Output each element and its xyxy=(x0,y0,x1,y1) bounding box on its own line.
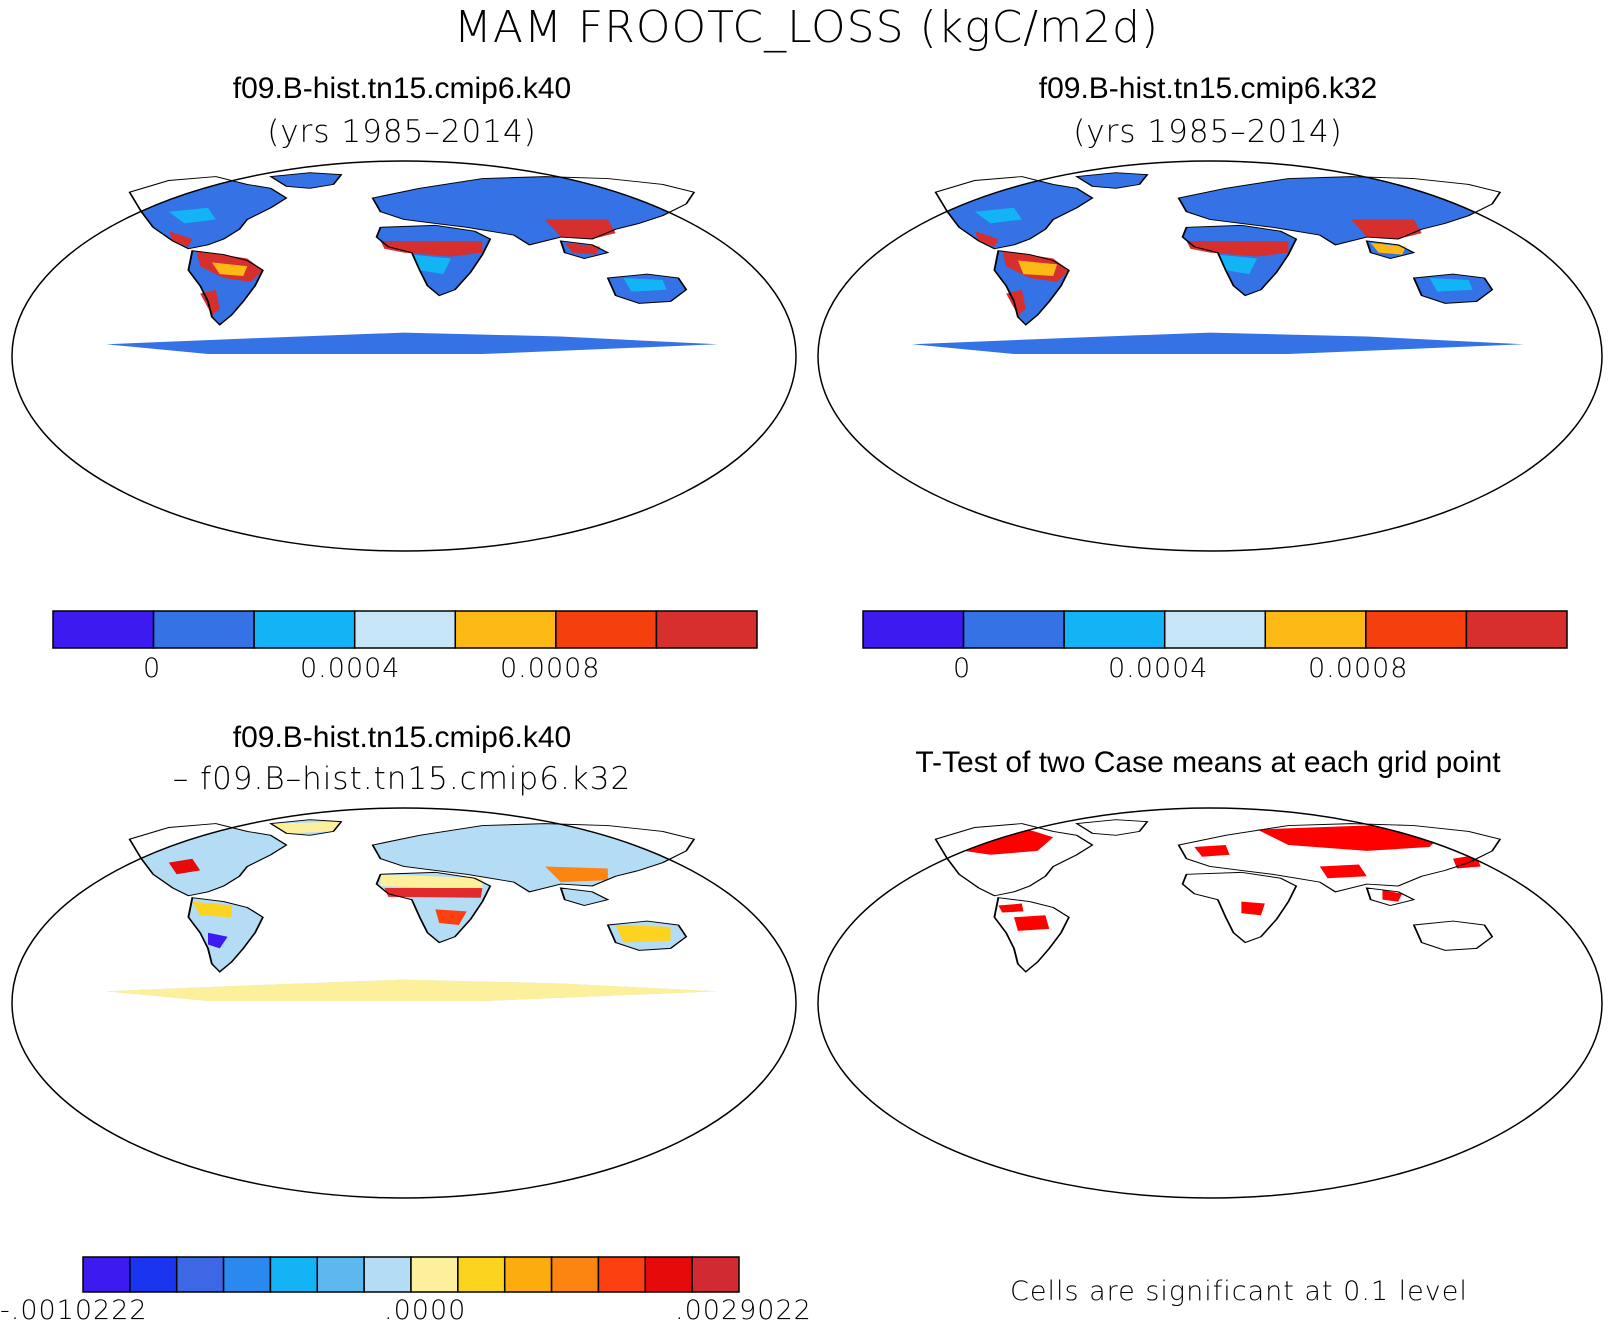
colorbar-abs-2-swatch-4 xyxy=(1264,610,1367,649)
significant-cells xyxy=(943,825,1481,931)
ttest-note: Cells are significant at 0.1 level xyxy=(1010,1276,1468,1307)
colorbar-abs-2-swatch-3 xyxy=(1163,610,1267,649)
colorbar-diff xyxy=(82,1256,740,1293)
colorbar-abs-1-swatch-1 xyxy=(152,610,255,649)
map-border xyxy=(11,807,797,1199)
colorbar-diff-swatch-2 xyxy=(175,1256,225,1293)
colorbar-abs-1-swatch-0 xyxy=(52,610,155,649)
colorbar-abs-2 xyxy=(862,610,1568,649)
map-panel-ttest xyxy=(817,807,1603,1199)
colorbar-diff-swatch-5 xyxy=(316,1256,365,1293)
tropical-bands xyxy=(168,207,667,316)
panel1-subtitle: (yrs 1985–2014) xyxy=(267,114,537,150)
colorbar-diff-swatch-9 xyxy=(503,1256,553,1293)
main-title: MAM FROOTC_LOSS (kgC/m2d) xyxy=(453,2,1160,53)
cbar1-tick-0: 0 xyxy=(143,653,162,684)
colorbar-diff-swatch-7 xyxy=(410,1256,459,1293)
panel1-title: f09.B-hist.tn15.cmip6.k40 xyxy=(232,72,572,105)
map-border xyxy=(817,807,1603,1199)
colorbar-abs-2-swatch-2 xyxy=(1063,610,1166,649)
colorbar-diff-swatch-4 xyxy=(269,1256,319,1293)
panel2-subtitle: (yrs 1985–2014) xyxy=(1073,114,1343,150)
colorbar-diff-swatch-0 xyxy=(82,1256,131,1293)
cbar1-tick-2: 0.0008 xyxy=(500,653,601,684)
map-panel-difference xyxy=(11,807,797,1199)
colorbar-abs-2-swatch-0 xyxy=(862,610,965,649)
map-border xyxy=(817,160,1603,552)
cbar3-tick-0: -.0010222 xyxy=(0,1295,148,1326)
colorbar-abs-2-swatch-6 xyxy=(1465,610,1568,649)
panel3-title: f09.B-hist.tn15.cmip6.k40 xyxy=(232,721,572,754)
colorbar-abs-1-swatch-3 xyxy=(353,610,457,649)
colorbar-diff-swatch-12 xyxy=(644,1256,693,1293)
land-fill xyxy=(912,172,1524,355)
map-panel-k40 xyxy=(11,160,797,552)
panel2-title: f09.B-hist.tn15.cmip6.k32 xyxy=(1038,72,1378,105)
map-panel-k32 xyxy=(817,160,1603,552)
colorbar-diff-swatch-6 xyxy=(363,1256,412,1293)
colorbar-abs-1-swatch-2 xyxy=(253,610,356,649)
colorbar-diff-swatch-13 xyxy=(691,1256,740,1293)
colorbar-diff-swatch-8 xyxy=(457,1256,506,1293)
colorbar-abs-1-swatch-5 xyxy=(555,610,658,649)
colorbar-abs-1-swatch-4 xyxy=(454,610,557,649)
cbar3-tick-1: .0000 xyxy=(384,1295,467,1326)
colorbar-diff-swatch-1 xyxy=(129,1256,178,1293)
panel3-subtitle: – f09.B–hist.tn15.cmip6.k32 xyxy=(172,761,632,797)
land-fill xyxy=(106,172,718,355)
colorbar-diff-swatch-10 xyxy=(550,1256,600,1293)
colorbar-diff-swatch-11 xyxy=(597,1256,647,1293)
cbar2-tick-0: 0 xyxy=(953,653,972,684)
panel4-title: T-Test of two Case means at each grid po… xyxy=(915,746,1501,779)
cbar1-tick-1: 0.0004 xyxy=(300,653,401,684)
colorbar-abs-1 xyxy=(52,610,758,649)
map-border xyxy=(11,160,797,552)
colorbar-diff-swatch-3 xyxy=(222,1256,272,1293)
colorbar-abs-1-swatch-6 xyxy=(655,610,758,649)
colorbar-abs-2-swatch-1 xyxy=(962,610,1065,649)
difference-patches xyxy=(106,821,718,1002)
cbar2-tick-1: 0.0004 xyxy=(1108,653,1209,684)
cbar2-tick-2: 0.0008 xyxy=(1308,653,1409,684)
colorbar-abs-2-swatch-5 xyxy=(1365,610,1468,649)
cbar3-tick-2: .0029022 xyxy=(675,1295,812,1326)
tropical-bands xyxy=(974,207,1473,316)
